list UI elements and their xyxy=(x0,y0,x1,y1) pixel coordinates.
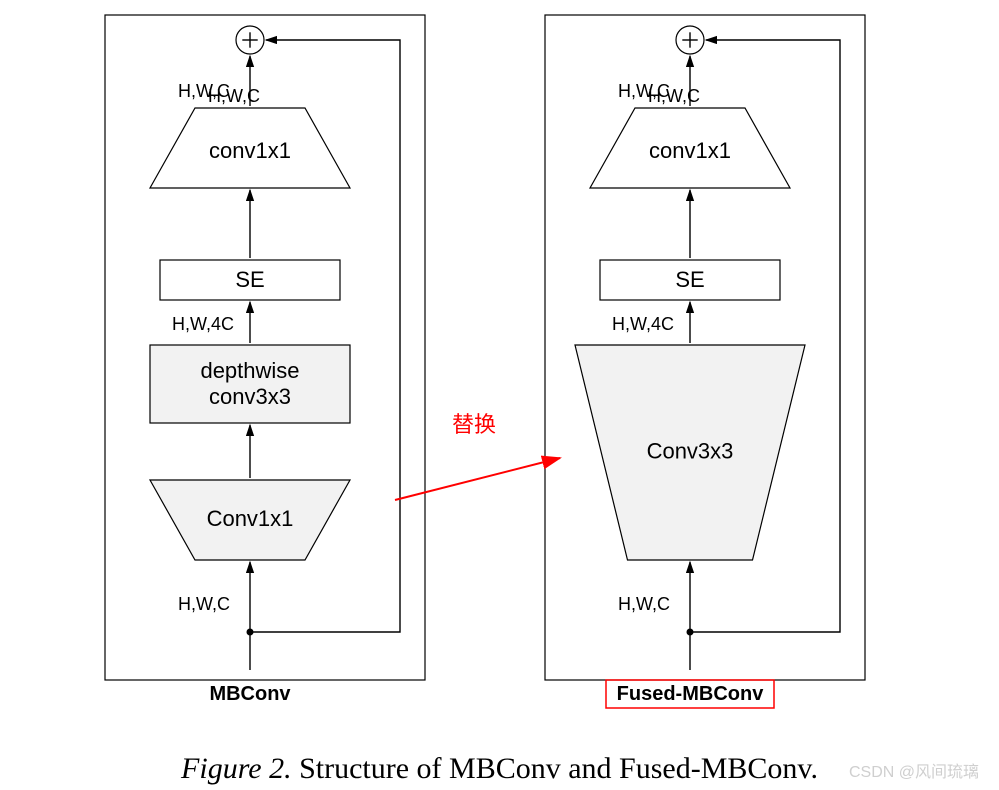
svg-text:conv1x1: conv1x1 xyxy=(209,138,291,163)
svg-text:替换: 替换 xyxy=(452,412,496,437)
svg-text:Conv1x1: Conv1x1 xyxy=(207,506,294,531)
svg-text:H,W,4C: H,W,4C xyxy=(612,314,674,334)
svg-text:H,W,C: H,W,C xyxy=(618,81,670,101)
caption-prefix: Figure 2. xyxy=(181,752,292,785)
svg-text:SE: SE xyxy=(235,267,264,292)
svg-text:H,W,C: H,W,C xyxy=(178,594,230,614)
svg-text:Conv3x3: Conv3x3 xyxy=(647,438,734,463)
watermark: CSDN @风间琉璃 xyxy=(849,758,979,782)
svg-text:Fused-MBConv: Fused-MBConv xyxy=(617,683,765,705)
svg-text:H,W,4C: H,W,4C xyxy=(172,314,234,334)
svg-text:H,W,C: H,W,C xyxy=(618,594,670,614)
caption-text: Structure of MBConv and Fused-MBConv. xyxy=(292,752,818,785)
svg-text:conv1x1: conv1x1 xyxy=(649,138,731,163)
svg-text:MBConv: MBConv xyxy=(209,683,291,705)
svg-text:SE: SE xyxy=(675,267,704,292)
svg-text:depthwise: depthwise xyxy=(200,358,299,383)
svg-text:conv3x3: conv3x3 xyxy=(209,384,291,409)
svg-text:H,W,C: H,W,C xyxy=(178,81,230,101)
